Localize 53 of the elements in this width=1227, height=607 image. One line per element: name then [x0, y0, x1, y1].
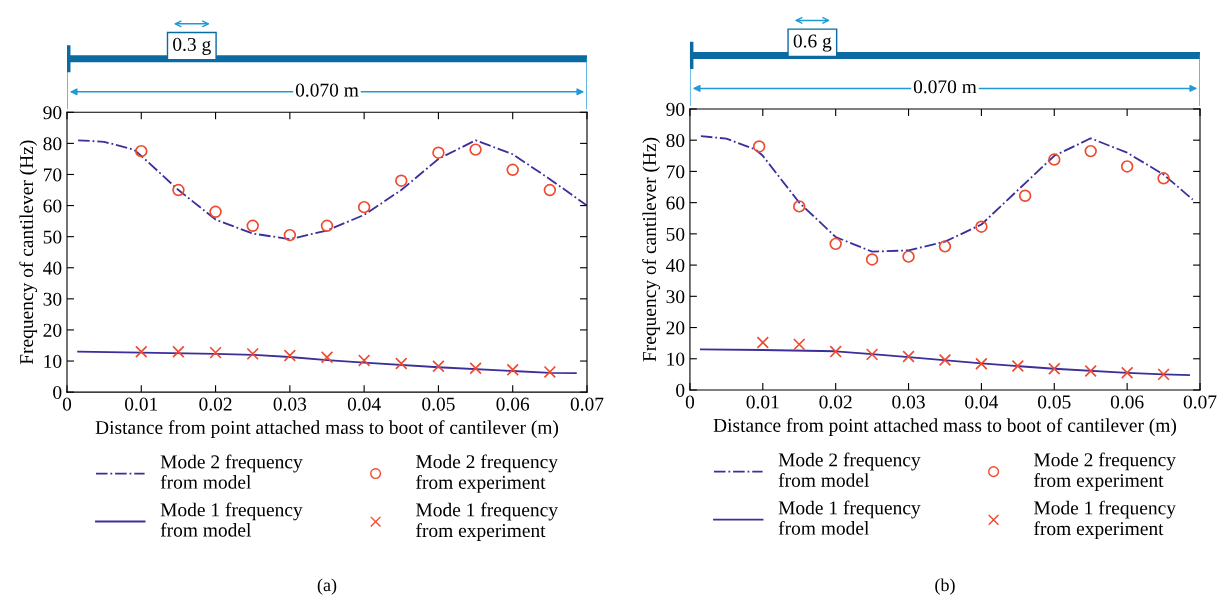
y-tick-label: 70 [43, 168, 62, 182]
y-tick-label: 80 [43, 137, 62, 151]
x-tick-label: 0.02 [199, 397, 232, 411]
y-tick-label: 20 [666, 321, 685, 335]
x-tick-label: 0.02 [819, 395, 852, 409]
y-tick-label: 60 [666, 196, 685, 210]
legend-label: Mode 1 frequency from experiment [416, 502, 558, 542]
text: 0.3 g [173, 37, 211, 55]
y-tick-label: 50 [43, 230, 62, 244]
y-tick-label: 30 [43, 292, 62, 306]
y-axis-title: Frequency of cantilever (Hz) [19, 140, 38, 365]
y-tick-label: 10 [44, 354, 62, 368]
x-tick-label: 0.06 [496, 397, 530, 411]
x-tick-label: 0.01 [125, 397, 158, 411]
x-tick-label: 0.05 [1038, 395, 1071, 409]
y-tick-label: 60 [43, 199, 62, 213]
x-tick-label: 0.07 [1183, 395, 1217, 409]
x-axis-title: Distance from point attached mass to boot of cantilever (m) [95, 420, 559, 438]
y-tick-label: 40 [43, 261, 62, 275]
y-axis-title: Frequency of cantilever (Hz) [642, 137, 661, 362]
text: (b) [935, 578, 955, 595]
legend-label: Mode 1 frequency from model [160, 502, 303, 537]
text: 0.070 m [913, 80, 977, 94]
legend-label: Mode 1 frequency from model [778, 500, 921, 535]
legend-label: Mode 2 frequency from experiment [416, 454, 558, 493]
legend-label: Mode 2 frequency from experiment [1034, 452, 1176, 491]
y-tick-label: 70 [666, 165, 685, 179]
y-tick-label: 30 [666, 290, 685, 304]
y-tick-label: 20 [43, 323, 62, 337]
text: (a) [317, 578, 337, 595]
y-tick-label: 0 [676, 383, 685, 397]
x-tick-label: 0 [685, 395, 695, 409]
legend-label: Mode 2 frequency from model [778, 452, 921, 487]
x-tick-label: 0.04 [347, 397, 381, 411]
y-tick-label: 10 [667, 352, 685, 366]
y-tick-label: 50 [666, 227, 685, 241]
x-tick-label: 0.04 [965, 395, 999, 409]
text: 0.070 m [295, 83, 359, 97]
x-tick-label: 0.03 [273, 397, 307, 411]
y-tick-label: 40 [666, 258, 685, 273]
x-tick-label: 0.05 [422, 397, 455, 411]
x-tick-label: 0.03 [892, 395, 925, 409]
legend-label: Mode 1 frequency from experiment [1034, 500, 1176, 540]
x-tick-label: 0.01 [746, 395, 779, 409]
x-tick-label: 0 [62, 397, 72, 411]
x-axis-title: Distance from point attached mass to boot of cantilever (m) [713, 418, 1177, 436]
y-tick-label: 90 [666, 102, 685, 116]
y-tick-label: 80 [666, 134, 685, 148]
text: 0.6 g [793, 34, 832, 52]
legend-label: Mode 2 frequency from model [160, 454, 303, 489]
x-tick-label: 0.07 [570, 397, 604, 411]
y-tick-label: 90 [43, 106, 62, 120]
x-tick-label: 0.06 [1110, 395, 1144, 409]
